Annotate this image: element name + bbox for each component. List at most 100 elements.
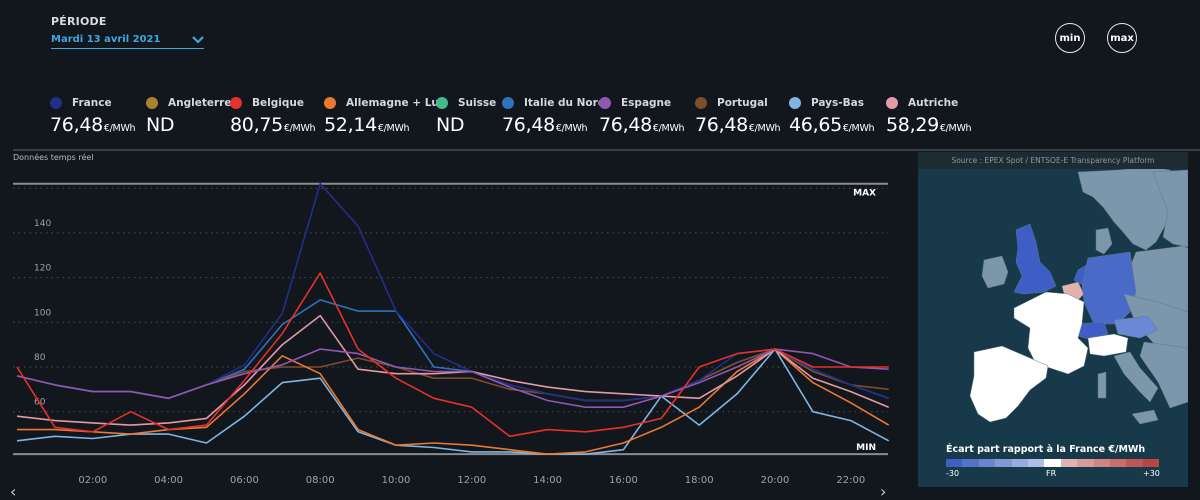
legend-color-dot-icon (502, 97, 514, 109)
map-region-germany[interactable] (1081, 251, 1137, 325)
legend-item-header: France (50, 96, 135, 110)
legend-price-unit: €/MWh (842, 123, 875, 134)
max-line-label: MAX (853, 189, 876, 199)
legend-price-value: 46,65 (789, 114, 842, 136)
legend-price: ND (146, 114, 231, 136)
series-line-espagne (16, 348, 889, 408)
x-tick-label: 14:00 (533, 475, 562, 486)
legend-item-header: Suisse (436, 96, 496, 110)
period-dropdown[interactable]: Mardi 13 avril 2021 (51, 34, 204, 49)
legend-price-value: 76,48 (50, 114, 103, 136)
map-region-sardinia[interactable] (1097, 371, 1107, 399)
scale-swatch (1109, 459, 1127, 467)
map-scale-mid: FR (1046, 469, 1057, 478)
min-button[interactable]: min (1055, 23, 1085, 53)
series-line-autriche (16, 314, 890, 426)
legend-price-unit: €/MWh (283, 123, 316, 134)
legend-item-header: Autriche (886, 96, 971, 110)
map-region-ireland[interactable] (981, 255, 1009, 289)
legend-country-name: Angleterre (168, 97, 232, 109)
legend-item-header: Allemagne + Lux (324, 96, 446, 110)
legend-color-dot-icon (146, 97, 158, 109)
legend-item-france[interactable]: France 76,48€/MWh (50, 96, 136, 136)
legend-price-value: 76,48 (502, 114, 555, 136)
x-tick-label: 02:00 (78, 475, 107, 486)
min-line-label: MIN (856, 443, 876, 453)
x-tick-label: 22:00 (836, 475, 865, 486)
y-tick-label: 140 (34, 219, 51, 229)
legend-price: 76,48€/MWh (599, 114, 685, 136)
legend-price-unit: €/MWh (377, 123, 410, 134)
legend-price-value: ND (146, 114, 175, 136)
legend-price: 52,14€/MWh (324, 114, 446, 136)
legend-country-name: Suisse (458, 97, 497, 109)
legend-country-name: Belgique (252, 97, 304, 109)
map-region-italy-north[interactable] (1087, 333, 1129, 357)
period-selector: PÉRIODE Mardi 13 avril 2021 (51, 15, 204, 49)
map-region-sicily[interactable] (1131, 409, 1159, 425)
legend-item-header: Italie du Nord (502, 96, 605, 110)
x-tick-label: 16:00 (609, 475, 638, 486)
legend-color-dot-icon (50, 97, 62, 109)
legend-item-allemagne-lux[interactable]: Allemagne + Lux 52,14€/MWh (324, 96, 446, 136)
legend-price-value: 76,48 (599, 114, 652, 136)
chevron-right-icon[interactable]: › (880, 482, 887, 500)
legend-item-angleterre[interactable]: Angleterre ND (146, 96, 231, 136)
legend-price: 76,48€/MWh (502, 114, 605, 136)
map-scale-min: -30 (946, 469, 960, 478)
map-region-finland[interactable] (1152, 169, 1188, 248)
scale-swatch (1093, 459, 1110, 467)
period-label: PÉRIODE (51, 15, 107, 28)
scale-swatch (978, 459, 996, 467)
scale-swatch (1044, 459, 1061, 467)
legend-item-espagne[interactable]: Espagne 76,48€/MWh (599, 96, 685, 136)
legend-item-suisse[interactable]: Suisse ND (436, 96, 496, 136)
chevron-left-icon[interactable]: ‹ (10, 482, 17, 500)
legend-color-dot-icon (695, 97, 707, 109)
scale-swatch (1060, 459, 1078, 467)
x-tick-label: 12:00 (457, 475, 486, 486)
scale-swatch (1011, 459, 1028, 467)
legend-price: 76,48€/MWh (695, 114, 781, 136)
legend-price-unit: €/MWh (555, 123, 588, 134)
legend-price-unit: €/MWh (652, 123, 685, 134)
map-region-france[interactable] (1013, 291, 1089, 375)
europe-map-panel: Source : EPEX Spot / ENTSOE-E Transparen… (918, 152, 1188, 487)
legend-item-portugal[interactable]: Portugal 76,48€/MWh (695, 96, 781, 136)
map-region-italy[interactable] (1113, 351, 1159, 403)
legend-country-name: Espagne (621, 97, 672, 109)
map-region-uk[interactable] (1013, 223, 1057, 295)
legend-item-italie-du-nord[interactable]: Italie du Nord 76,48€/MWh (502, 96, 605, 136)
series-line-pays-bas (16, 348, 890, 456)
x-tick-label: 06:00 (230, 475, 259, 486)
legend-price: 46,65€/MWh (789, 114, 875, 136)
legend-item-header: Pays-Bas (789, 96, 874, 110)
legend-item-belgique[interactable]: Belgique 80,75€/MWh (230, 96, 316, 136)
divider (13, 149, 1200, 151)
x-tick-label: 10:00 (382, 475, 411, 486)
map-region-austria[interactable] (1113, 315, 1159, 339)
x-tick-label: 04:00 (154, 475, 183, 486)
legend-price: 80,75€/MWh (230, 114, 316, 136)
legend-price: 58,29€/MWh (886, 114, 972, 136)
map-region-denmark[interactable] (1095, 227, 1113, 255)
legend-country-name: Portugal (717, 97, 768, 109)
legend-item-autriche[interactable]: Autriche 58,29€/MWh (886, 96, 972, 136)
scale-swatch (1142, 459, 1160, 467)
series-line-belgique (16, 272, 889, 438)
map-region-iberia[interactable] (969, 345, 1049, 423)
map-region-balkans[interactable] (1139, 341, 1188, 409)
legend-item-pays-bas[interactable]: Pays-Bas 46,65€/MWh (789, 96, 875, 136)
europe-map (918, 152, 1188, 487)
legend-price-unit: €/MWh (748, 123, 781, 134)
legend-country-name: Italie du Nord (524, 97, 606, 109)
scale-swatch (1027, 459, 1045, 467)
legend-country-name: France (72, 97, 112, 109)
legend-color-dot-icon (886, 97, 898, 109)
legend-item-header: Espagne (599, 96, 684, 110)
scale-swatch (995, 459, 1012, 467)
legend-price-value: 58,29 (886, 114, 939, 136)
max-button[interactable]: max (1107, 23, 1137, 53)
